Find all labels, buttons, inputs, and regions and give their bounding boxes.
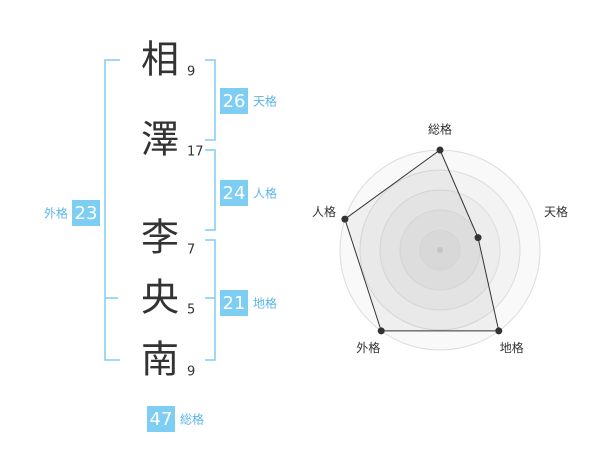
axis-label: 総格	[428, 122, 452, 137]
kaku-label: 天格	[253, 94, 277, 109]
kaku-value: 47	[150, 409, 173, 430]
kaku-value: 26	[223, 91, 246, 112]
stroke-count: 9	[187, 65, 195, 80]
radar-point	[341, 215, 349, 223]
axis-label: 地格	[500, 340, 524, 355]
grid-ring	[379, 189, 501, 311]
grid-ring	[359, 169, 521, 331]
kaku-box	[72, 200, 100, 226]
kaku-value: 23	[75, 203, 98, 224]
radar-point	[495, 327, 503, 335]
axis-label: 外格	[356, 340, 380, 355]
chikaku-bracket	[205, 239, 216, 361]
tenkaku-bracket	[205, 59, 216, 141]
kaku-box	[220, 180, 248, 206]
name-char: 央	[141, 276, 179, 320]
kaku-value: 24	[223, 183, 246, 204]
radar-area	[344, 149, 500, 332]
name-char: 相	[141, 38, 179, 82]
grid-ring	[419, 229, 461, 271]
kaku-label: 総格	[180, 412, 204, 427]
gaikaku-bracket	[104, 59, 120, 361]
kaku-label: 人格	[253, 186, 277, 201]
stroke-count: 5	[187, 303, 195, 318]
kaku-label: 地格	[253, 296, 277, 311]
center-dot	[437, 247, 443, 253]
axis-label: 天格	[544, 204, 568, 219]
jinkaku-bracket	[205, 149, 216, 231]
radar-point	[436, 146, 444, 154]
name-char: 南	[141, 338, 179, 382]
stroke-count: 9	[187, 365, 195, 380]
stroke-count: 17	[187, 145, 204, 160]
kaku-box	[220, 290, 248, 316]
kaku-label: 外格	[44, 206, 68, 221]
kaku-box	[220, 88, 248, 114]
stroke-count: 7	[187, 243, 195, 258]
name-char: 澤	[141, 118, 179, 162]
kaku-value: 21	[223, 293, 246, 314]
grid-ring	[399, 209, 481, 291]
kaku-box	[147, 406, 175, 432]
axis-label: 人格	[312, 204, 336, 219]
radar-point	[377, 327, 385, 335]
radar-point	[474, 234, 482, 242]
name-char: 李	[141, 216, 179, 260]
